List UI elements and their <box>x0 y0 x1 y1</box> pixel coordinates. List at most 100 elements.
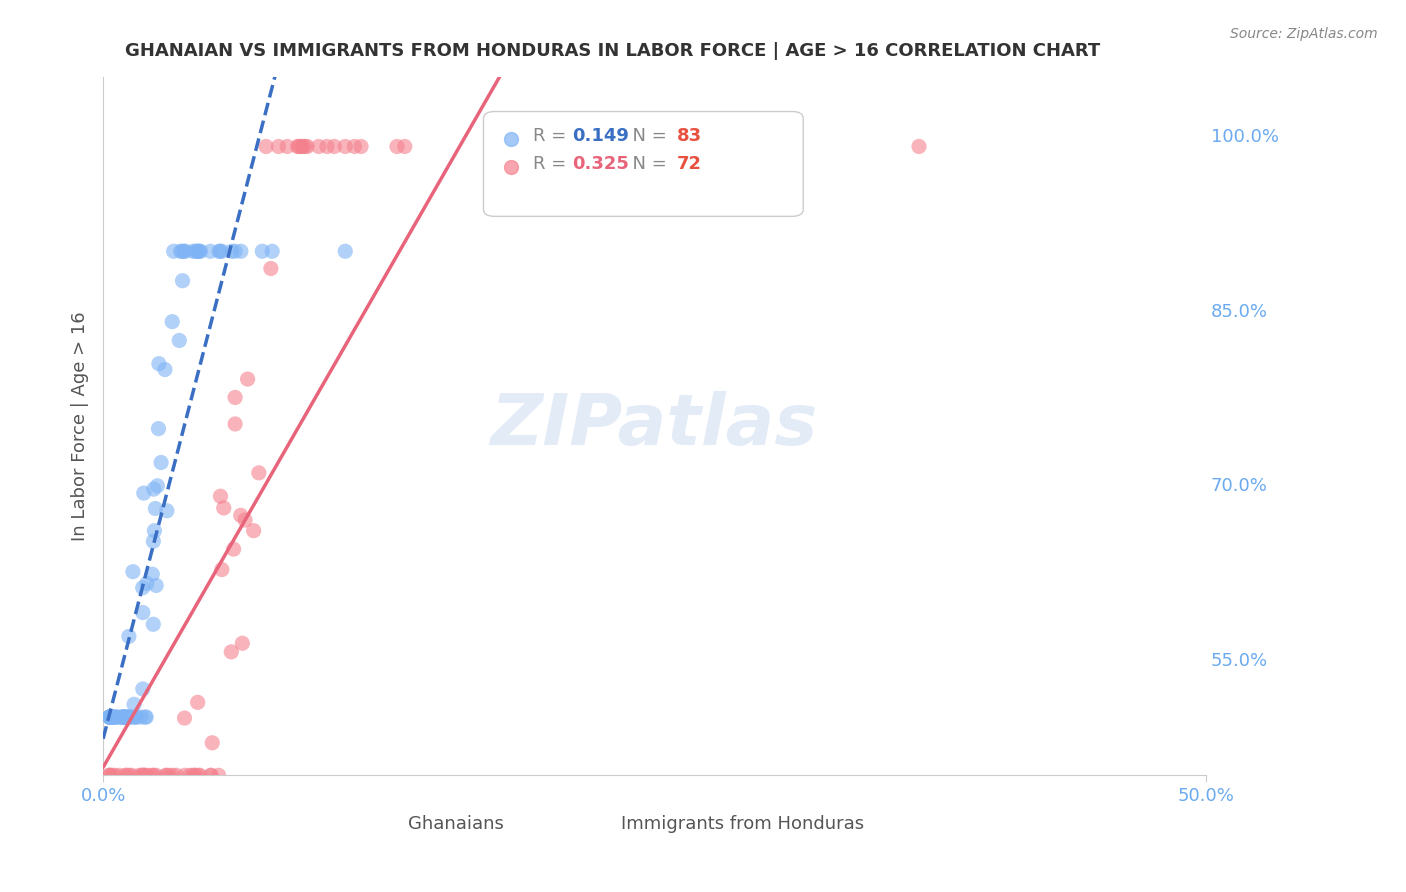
Ghanaians <box>98 710 121 724</box>
Ghanaians <box>112 710 135 724</box>
Ghanaians <box>208 244 231 259</box>
Ghanaians <box>98 710 121 724</box>
Ghanaians <box>186 244 208 259</box>
Ghanaians <box>114 710 136 724</box>
Y-axis label: In Labor Force | Age > 16: In Labor Force | Age > 16 <box>72 311 89 541</box>
Ghanaians <box>104 710 127 724</box>
Ghanaians <box>150 456 173 470</box>
Ghanaians <box>104 710 127 724</box>
Text: N =: N = <box>621 127 673 145</box>
Ghanaians <box>252 244 274 259</box>
Ghanaians <box>170 244 193 259</box>
Immigrants from Honduras <box>183 768 205 782</box>
Immigrants from Honduras <box>267 139 290 153</box>
Ghanaians <box>208 244 231 259</box>
Ghanaians <box>143 524 166 538</box>
Immigrants from Honduras <box>174 768 197 782</box>
Ghanaians <box>169 244 191 259</box>
Ghanaians <box>115 710 138 724</box>
Ghanaians <box>122 565 145 579</box>
Text: Source: ZipAtlas.com: Source: ZipAtlas.com <box>1230 27 1378 41</box>
Immigrants from Honduras <box>229 508 252 523</box>
Ghanaians <box>145 578 167 592</box>
Immigrants from Honduras <box>254 139 277 153</box>
Immigrants from Honduras <box>115 768 138 782</box>
Ghanaians <box>229 244 252 259</box>
Immigrants from Honduras <box>179 768 201 782</box>
Ghanaians <box>173 244 195 259</box>
Immigrants from Honduras <box>162 768 184 782</box>
Ghanaians <box>148 357 170 371</box>
Immigrants from Honduras <box>394 139 416 153</box>
Immigrants from Honduras <box>132 768 155 782</box>
Immigrants from Honduras <box>98 768 121 782</box>
Ghanaians <box>146 479 169 493</box>
Immigrants from Honduras <box>201 736 224 750</box>
Ghanaians <box>98 710 121 724</box>
Immigrants from Honduras <box>134 768 156 782</box>
Ghanaians <box>98 710 121 724</box>
Ghanaians <box>135 710 157 724</box>
Immigrants from Honduras <box>134 768 156 782</box>
Immigrants from Honduras <box>488 139 510 153</box>
Ghanaians <box>111 710 134 724</box>
Ghanaians <box>98 710 121 724</box>
Ghanaians <box>120 710 142 724</box>
Text: 83: 83 <box>676 127 702 145</box>
Immigrants from Honduras <box>260 261 283 276</box>
Ghanaians <box>112 710 135 724</box>
Ghanaians <box>262 244 284 259</box>
Immigrants from Honduras <box>207 768 229 782</box>
Text: Ghanaians: Ghanaians <box>408 815 503 833</box>
Immigrants from Honduras <box>200 768 222 782</box>
Ghanaians <box>98 710 121 724</box>
Ghanaians <box>101 710 124 724</box>
Immigrants from Honduras <box>173 711 195 725</box>
Ghanaians <box>129 710 152 724</box>
Text: ZIPatlas: ZIPatlas <box>491 392 818 460</box>
Immigrants from Honduras <box>200 768 222 782</box>
Ghanaians <box>132 681 155 696</box>
Immigrants from Honduras <box>233 513 256 527</box>
Ghanaians <box>112 710 135 724</box>
Immigrants from Honduras <box>98 768 121 782</box>
Ghanaians <box>134 710 156 724</box>
Immigrants from Honduras <box>166 768 188 782</box>
Ghanaians <box>117 710 139 724</box>
Immigrants from Honduras <box>209 489 232 503</box>
Immigrants from Honduras <box>131 768 153 782</box>
Ghanaians <box>114 710 136 724</box>
Immigrants from Honduras <box>333 139 356 153</box>
FancyBboxPatch shape <box>484 112 803 217</box>
Ghanaians <box>145 501 167 516</box>
Immigrants from Honduras <box>294 139 316 153</box>
Immigrants from Honduras <box>141 768 163 782</box>
Immigrants from Honduras <box>181 768 204 782</box>
Ghanaians <box>221 244 243 259</box>
Immigrants from Honduras <box>276 139 298 153</box>
Immigrants from Honduras <box>343 139 366 153</box>
Ghanaians <box>98 710 121 724</box>
Ghanaians <box>148 422 170 436</box>
Immigrants from Honduras <box>242 524 264 538</box>
Immigrants from Honduras <box>159 768 181 782</box>
Text: Immigrants from Honduras: Immigrants from Honduras <box>621 815 865 833</box>
Ghanaians <box>141 567 163 582</box>
Ghanaians <box>172 274 194 288</box>
Ghanaians <box>142 482 165 496</box>
Immigrants from Honduras <box>187 768 209 782</box>
Ghanaians <box>169 334 191 348</box>
Ghanaians <box>124 710 146 724</box>
Ghanaians <box>188 244 211 259</box>
Immigrants from Honduras <box>316 139 339 153</box>
Ghanaians <box>98 710 121 724</box>
Immigrants from Honduras <box>287 139 309 153</box>
Ghanaians <box>211 244 233 259</box>
Ghanaians <box>125 710 148 724</box>
Immigrants from Honduras <box>114 768 136 782</box>
Text: N =: N = <box>621 155 673 173</box>
Immigrants from Honduras <box>108 768 131 782</box>
Ghanaians <box>105 710 128 724</box>
Immigrants from Honduras <box>98 768 121 782</box>
Ghanaians <box>118 629 141 643</box>
